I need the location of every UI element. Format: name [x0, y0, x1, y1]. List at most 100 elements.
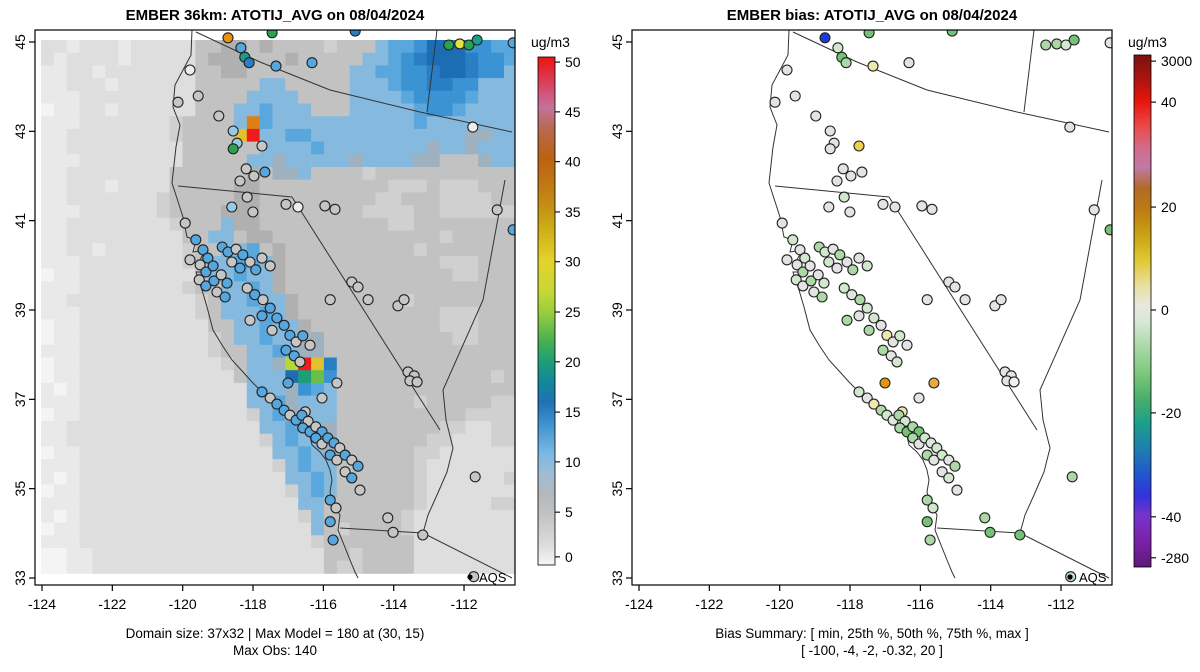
station-marker: [471, 34, 483, 46]
raster-cell: [41, 319, 55, 333]
station-marker: [951, 484, 963, 496]
raster-cell: [439, 116, 453, 130]
raster-cell: [413, 344, 428, 358]
raster-cell: [156, 65, 170, 79]
raster-cell: [79, 90, 93, 104]
station-marker: [841, 256, 853, 268]
raster-cell: [504, 116, 515, 130]
colorbar-tick-label: 20: [1161, 199, 1177, 215]
raster-cell: [336, 179, 351, 193]
raster-cell: [323, 357, 338, 371]
raster-cell: [465, 433, 479, 447]
raster-cell: [92, 370, 106, 384]
raster-cell: [208, 471, 222, 485]
raster-cell: [92, 167, 106, 181]
colorbar-tick-label: 0: [565, 549, 573, 565]
raster-cell: [195, 179, 209, 193]
raster-cell: [452, 230, 466, 244]
raster-cell: [491, 179, 505, 193]
raster-cell: [233, 459, 248, 473]
raster-cell: [259, 433, 273, 447]
station-marker: [819, 32, 831, 44]
station-marker: [926, 203, 938, 215]
station-marker: [949, 281, 961, 293]
raster-cell: [362, 459, 376, 473]
raster-cell: [195, 509, 209, 523]
raster-cell: [478, 65, 492, 79]
raster-cell: [426, 230, 441, 244]
raster-cell: [246, 446, 261, 460]
raster-cell: [426, 40, 441, 54]
raster-cell: [105, 230, 119, 244]
raster-cell: [182, 116, 196, 130]
raster-cell: [208, 446, 222, 460]
raster-cell: [41, 459, 55, 473]
raster-cell: [208, 433, 222, 447]
raster-cell: [53, 560, 68, 574]
raster-cell: [195, 217, 209, 231]
raster-cell: [375, 205, 389, 219]
raster-cell: [182, 484, 196, 498]
raster-cell: [285, 471, 299, 485]
raster-cell: [221, 179, 235, 193]
border-line: [426, 30, 438, 113]
raster-cell: [285, 560, 299, 574]
raster-cell: [143, 255, 158, 269]
station-marker: [921, 294, 933, 306]
raster-cell: [105, 522, 119, 536]
raster-cell: [426, 484, 441, 498]
raster-cell: [118, 446, 132, 460]
raster-cell: [362, 141, 376, 155]
station-marker: [928, 377, 940, 389]
aqs-point-marker: [467, 574, 473, 580]
raster-cell: [491, 294, 505, 308]
raster-cell: [504, 65, 515, 79]
raster-cell: [465, 535, 479, 549]
station-marker: [868, 312, 880, 324]
raster-cell: [92, 154, 106, 168]
raster-cell: [156, 205, 170, 219]
raster-cell: [426, 281, 441, 295]
raster-cell: [131, 344, 145, 358]
raster-cell: [169, 560, 183, 574]
raster-cell: [169, 357, 183, 371]
raster-cell: [401, 116, 415, 130]
raster-cell: [362, 103, 376, 117]
raster-cell: [311, 141, 325, 155]
raster-cell: [169, 446, 183, 460]
raster-cell: [323, 90, 338, 104]
station-marker: [292, 201, 304, 213]
raster-cell: [92, 484, 106, 498]
raster-cell: [285, 128, 299, 142]
raster-cell: [323, 255, 338, 269]
station-marker: [256, 252, 268, 264]
raster-cell: [349, 167, 363, 181]
raster-cell: [53, 103, 68, 117]
raster-cell: [169, 179, 183, 193]
raster-cell: [118, 268, 132, 282]
station-marker: [832, 42, 844, 54]
raster-cell: [336, 167, 351, 181]
raster-cell: [182, 433, 196, 447]
raster-cell: [105, 306, 119, 320]
raster-cell: [143, 217, 158, 231]
raster-cell: [53, 281, 68, 295]
raster-cell: [478, 408, 492, 422]
raster-cell: [285, 268, 299, 282]
raster-cell: [272, 40, 286, 54]
raster-cell: [182, 141, 196, 155]
raster-cell: [465, 332, 479, 346]
raster-cell: [92, 78, 106, 92]
raster-cell: [413, 268, 428, 282]
raster-cell: [208, 205, 222, 219]
raster-cell: [53, 548, 68, 562]
raster-cell: [491, 535, 505, 549]
raster-cell: [413, 471, 428, 485]
raster-cell: [349, 116, 363, 130]
raster-cell: [156, 395, 170, 409]
left-colorbar-gradient: [537, 56, 556, 566]
station-marker: [241, 191, 253, 203]
raster-cell: [156, 319, 170, 333]
raster-cell: [349, 192, 363, 206]
raster-cell: [79, 230, 93, 244]
